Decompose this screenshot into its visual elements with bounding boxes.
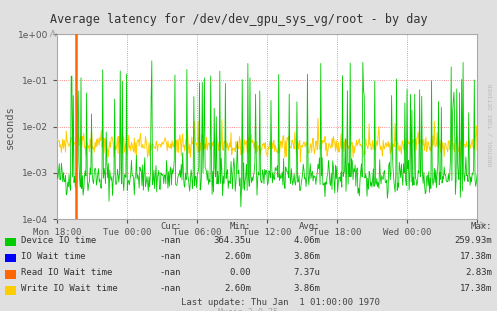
Text: -nan: -nan [160,252,181,261]
Text: 259.93m: 259.93m [454,236,492,245]
Text: 364.35u: 364.35u [213,236,251,245]
Text: Cur:: Cur: [160,221,181,230]
Text: Device IO time: Device IO time [21,236,96,245]
Text: Write IO Wait time: Write IO Wait time [21,284,118,293]
Text: IO Wait time: IO Wait time [21,252,86,261]
Text: 17.38m: 17.38m [460,284,492,293]
Text: 3.86m: 3.86m [294,252,321,261]
Text: -nan: -nan [160,268,181,277]
Text: Munin 2.0.75: Munin 2.0.75 [219,308,278,311]
Text: -nan: -nan [160,236,181,245]
Text: Last update: Thu Jan  1 01:00:00 1970: Last update: Thu Jan 1 01:00:00 1970 [181,298,380,307]
Text: Average latency for /dev/dev_gpu_sys_vg/root - by day: Average latency for /dev/dev_gpu_sys_vg/… [50,13,427,26]
Text: 2.83m: 2.83m [465,268,492,277]
Text: Avg:: Avg: [299,221,321,230]
Text: Max:: Max: [471,221,492,230]
Text: Read IO Wait time: Read IO Wait time [21,268,113,277]
Text: 4.06m: 4.06m [294,236,321,245]
Text: -nan: -nan [160,284,181,293]
Text: RRDTOOL / TOBI OETIKER: RRDTOOL / TOBI OETIKER [489,83,494,166]
Text: 17.38m: 17.38m [460,252,492,261]
Text: 0.00: 0.00 [230,268,251,277]
Text: 2.60m: 2.60m [224,252,251,261]
Text: 3.86m: 3.86m [294,284,321,293]
Text: Min:: Min: [230,221,251,230]
Y-axis label: seconds: seconds [5,105,15,149]
Text: 7.37u: 7.37u [294,268,321,277]
Text: 2.60m: 2.60m [224,284,251,293]
